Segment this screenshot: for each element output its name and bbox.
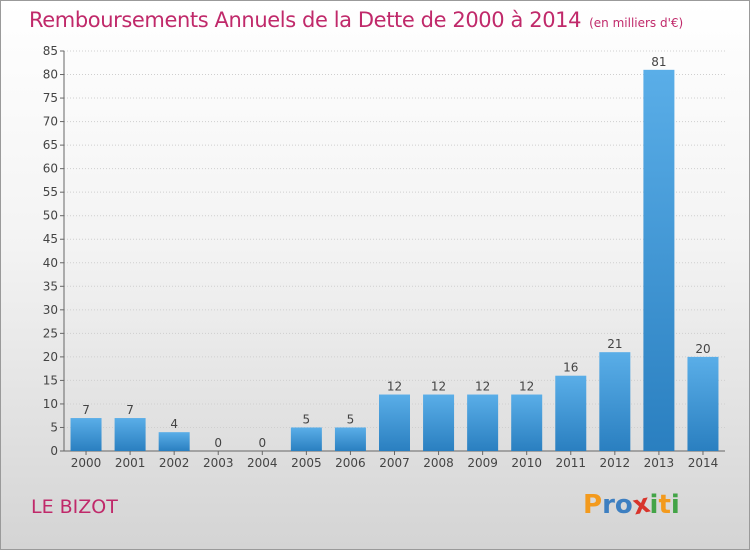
y-tick-label: 10 bbox=[43, 397, 58, 411]
bar bbox=[334, 427, 366, 451]
y-tick-label: 35 bbox=[43, 279, 58, 293]
bar bbox=[423, 394, 455, 451]
x-tick-label: 2005 bbox=[291, 456, 322, 470]
bar bbox=[379, 394, 410, 451]
y-tick-label: 85 bbox=[43, 44, 58, 58]
bar bbox=[643, 69, 675, 451]
x-tick-label: 2007 bbox=[379, 456, 410, 470]
y-tick-label: 5 bbox=[50, 420, 58, 434]
logo-letter: t bbox=[658, 490, 671, 520]
x-tick-label: 2001 bbox=[115, 456, 146, 470]
y-tick-label: 45 bbox=[43, 232, 58, 246]
y-tick-label: 50 bbox=[43, 209, 58, 223]
chart-title: Remboursements Annuels de la Dette de 20… bbox=[29, 8, 683, 32]
y-tick-label: 30 bbox=[43, 303, 58, 317]
bar bbox=[290, 427, 322, 451]
y-tick-label: 40 bbox=[43, 256, 58, 270]
data-label: 5 bbox=[303, 412, 311, 426]
x-tick-label: 2002 bbox=[159, 456, 190, 470]
x-tick-label: 2013 bbox=[644, 456, 675, 470]
x-tick-label: 2014 bbox=[688, 456, 719, 470]
logo-letter: i bbox=[670, 490, 680, 520]
data-label: 7 bbox=[82, 403, 90, 417]
commune-name: LE BIZOT bbox=[31, 496, 118, 518]
data-label: 81 bbox=[651, 55, 666, 69]
y-tick-label: 65 bbox=[43, 138, 58, 152]
y-tick-label: 20 bbox=[43, 350, 58, 364]
logo-letter: i bbox=[649, 490, 659, 520]
y-tick-label: 70 bbox=[43, 115, 58, 129]
data-label: 20 bbox=[695, 342, 710, 356]
bar bbox=[158, 432, 190, 451]
y-tick-label: 80 bbox=[43, 68, 58, 82]
x-tick-label: 2009 bbox=[467, 456, 498, 470]
y-tick-label: 15 bbox=[43, 373, 58, 387]
bar bbox=[511, 394, 543, 451]
chart-title-text: Remboursements Annuels de la Dette de 20… bbox=[29, 8, 582, 32]
data-label: 12 bbox=[431, 380, 446, 394]
data-label: 16 bbox=[563, 361, 578, 375]
y-tick-label: 75 bbox=[43, 91, 58, 105]
data-label: 21 bbox=[607, 337, 622, 351]
x-tick-label: 2010 bbox=[511, 456, 542, 470]
bar bbox=[599, 352, 631, 451]
logo-letter: o bbox=[614, 490, 633, 520]
data-label: 0 bbox=[258, 436, 266, 450]
x-tick-label: 2012 bbox=[600, 456, 631, 470]
proxiti-logo: Proxiti bbox=[583, 489, 680, 522]
y-tick-label: 25 bbox=[43, 326, 58, 340]
data-label: 0 bbox=[214, 436, 222, 450]
bar bbox=[687, 356, 719, 451]
data-label: 12 bbox=[475, 380, 490, 394]
data-label: 5 bbox=[347, 412, 355, 426]
x-tick-label: 2000 bbox=[71, 456, 102, 470]
bar bbox=[467, 394, 499, 451]
data-label: 12 bbox=[387, 380, 402, 394]
logo-letter: r bbox=[602, 490, 615, 520]
x-tick-label: 2004 bbox=[247, 456, 278, 470]
x-tick-label: 2011 bbox=[555, 456, 586, 470]
x-tick-label: 2006 bbox=[335, 456, 366, 470]
logo-letter: P bbox=[583, 490, 603, 520]
y-tick-label: 60 bbox=[43, 162, 58, 176]
data-label: 4 bbox=[170, 417, 178, 431]
y-tick-label: 0 bbox=[50, 444, 58, 458]
bar bbox=[114, 418, 146, 451]
y-tick-label: 55 bbox=[43, 185, 58, 199]
data-label: 7 bbox=[126, 403, 134, 417]
x-tick-label: 2003 bbox=[203, 456, 234, 470]
data-label: 12 bbox=[519, 380, 534, 394]
x-tick-label: 2008 bbox=[423, 456, 454, 470]
bar bbox=[70, 418, 102, 451]
bar bbox=[555, 375, 587, 451]
chart-unit: (en milliers d'€) bbox=[589, 16, 684, 30]
